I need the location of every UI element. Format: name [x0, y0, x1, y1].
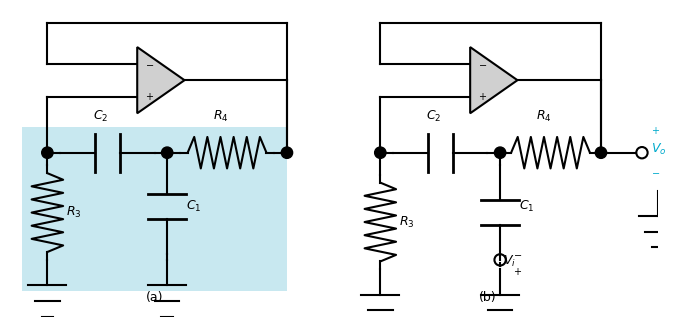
Circle shape [281, 147, 293, 158]
Text: $R_4$: $R_4$ [213, 109, 228, 124]
Circle shape [161, 147, 173, 158]
Text: $-$: $-$ [652, 167, 660, 176]
Text: $+$: $+$ [513, 266, 522, 277]
Polygon shape [137, 47, 184, 113]
Text: $+$: $+$ [145, 91, 155, 102]
Text: $-$: $-$ [145, 59, 155, 69]
Polygon shape [470, 47, 517, 113]
Text: $V_o$: $V_o$ [652, 142, 667, 157]
Text: $C_2$: $C_2$ [426, 109, 441, 124]
Text: $-$: $-$ [513, 249, 522, 259]
FancyBboxPatch shape [22, 128, 287, 291]
Text: $+$: $+$ [478, 91, 487, 102]
Text: $C_2$: $C_2$ [94, 109, 108, 124]
Circle shape [42, 147, 53, 158]
Text: $V_i$: $V_i$ [503, 254, 516, 269]
Text: $-$: $-$ [478, 59, 487, 69]
Text: $R_3$: $R_3$ [66, 205, 82, 220]
Circle shape [595, 147, 607, 158]
Circle shape [494, 147, 506, 158]
Circle shape [375, 147, 386, 158]
Text: $C_1$: $C_1$ [519, 199, 534, 214]
Text: $C_1$: $C_1$ [186, 199, 201, 214]
Text: $R_3$: $R_3$ [399, 215, 415, 230]
Text: (b): (b) [479, 291, 496, 304]
Text: $R_4$: $R_4$ [536, 109, 552, 124]
Text: $+$: $+$ [652, 125, 660, 136]
Text: (a): (a) [146, 291, 163, 304]
